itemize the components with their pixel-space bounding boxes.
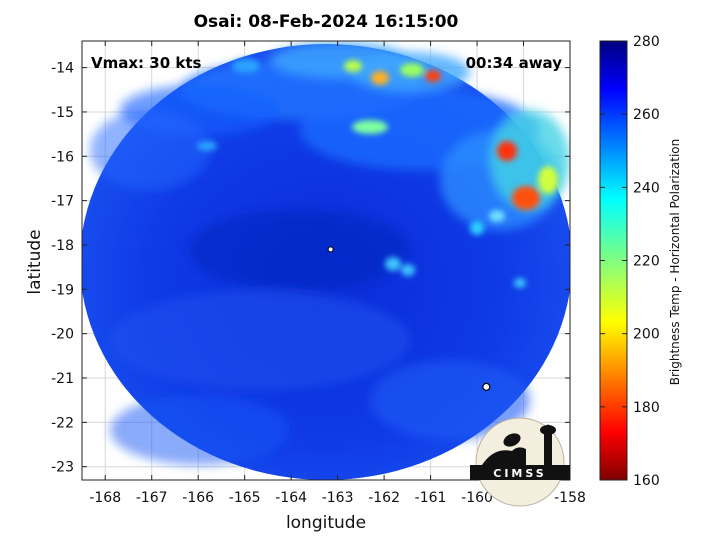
x-tick-label: -168	[89, 490, 121, 506]
warm-cells	[197, 59, 558, 288]
y-tick-label: -15	[51, 105, 74, 121]
x-tick-label: -167	[136, 490, 168, 506]
y-tick-label: -20	[51, 327, 74, 343]
markers	[327, 246, 491, 391]
colorbar-tick-label: 280	[633, 34, 660, 50]
x-tick-label: -164	[275, 490, 307, 506]
position-marker	[482, 382, 491, 391]
colorbar-label: Brightness Temp - Horizontal Polarizatio…	[668, 139, 682, 386]
brightness-temp-swath	[82, 42, 570, 480]
y-tick-label: -14	[51, 61, 74, 77]
x-tick-label: -158	[554, 490, 586, 506]
colorbar-tick-label: 180	[633, 400, 660, 416]
logo-text: CIMSS	[493, 467, 546, 480]
y-tick-label: -19	[51, 282, 74, 298]
colorbar-tick-label: 200	[633, 327, 660, 343]
y-tick-label: -18	[51, 238, 74, 254]
x-tick-label: -165	[229, 490, 261, 506]
storm-center-marker	[327, 246, 334, 253]
y-tick-label: -22	[51, 415, 74, 431]
plot-frame	[81, 40, 571, 481]
swath-texture	[90, 42, 570, 465]
x-tick-label: -161	[415, 490, 447, 506]
colorbar-tick-label: 160	[633, 473, 660, 489]
y-tick-label: -21	[51, 371, 74, 387]
y-axis-label: latitude	[25, 229, 45, 294]
x-axis-label: longitude	[286, 513, 366, 533]
cimss-logo: CIMSS	[470, 417, 570, 507]
x-tick-label: -163	[322, 490, 354, 506]
y-tick-label: -16	[51, 149, 74, 165]
y-tick-label: -23	[51, 460, 74, 476]
colorbar-ticks: 160 180 200 220 240 260 280	[600, 34, 660, 489]
vmax-annotation: Vmax: 30 kts	[91, 54, 201, 72]
y-tick-label: -17	[51, 194, 74, 210]
colorbar-tick-label: 240	[633, 180, 660, 196]
x-tick-label: -166	[182, 490, 214, 506]
figure-title: Osai: 08-Feb-2024 16:15:00	[193, 12, 459, 32]
x-tick-label: -160	[461, 490, 493, 506]
time-away-annotation: 00:34 away	[466, 54, 563, 72]
x-tick-label: -162	[368, 490, 400, 506]
colorbar-tick-label: 220	[633, 254, 660, 270]
colorbar-tick-label: 260	[633, 107, 660, 123]
